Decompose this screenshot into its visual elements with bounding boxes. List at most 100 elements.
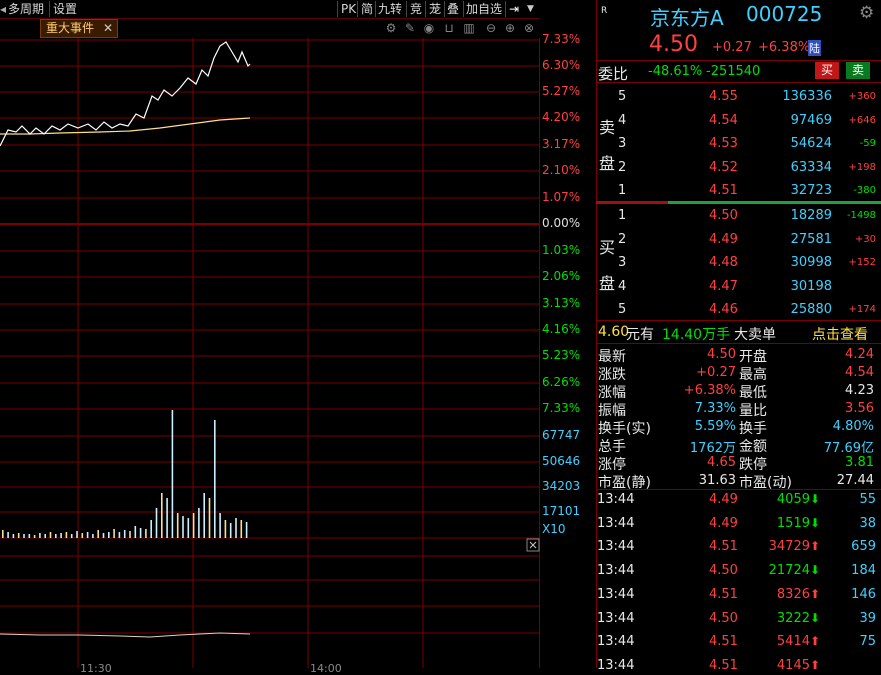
y-axis-pct-label: 7.33%: [542, 401, 581, 415]
arrow-up-icon: ⬆: [810, 586, 821, 601]
stat-value: +0.27: [696, 365, 736, 380]
volume-bar: [171, 410, 174, 538]
tick-time: 13:44: [597, 634, 635, 650]
order-price[interactable]: 4.54: [709, 112, 738, 128]
order-price[interactable]: 4.46: [709, 302, 738, 317]
gear-icon[interactable]: ⚙: [859, 3, 875, 23]
tick-volume: 21724: [768, 563, 810, 579]
pen-icon[interactable]: ✎: [404, 21, 416, 35]
order-volume: 18289: [790, 208, 832, 223]
stat-label: 市盈(动): [739, 475, 792, 491]
sell-side-label-1: 卖: [599, 118, 616, 137]
multi-period-button[interactable]: 多周期: [8, 2, 45, 16]
volume-bar: [235, 518, 237, 538]
order-price[interactable]: 4.52: [709, 159, 738, 175]
tick-volume: 4059: [776, 492, 810, 507]
sub-indicator-line: [0, 632, 251, 638]
sell-side-label-2: 盘: [599, 154, 616, 173]
order-level: 3: [618, 136, 627, 151]
gear-icon[interactable]: ⚙: [385, 21, 397, 35]
quote-panel: R 京东方A 000725 ⚙ 4.50 +0.27 +6.38% 陆 委比 -…: [596, 0, 881, 673]
simple-button[interactable]: 简: [361, 2, 374, 16]
volume-bar: [23, 534, 25, 538]
chevron-down-icon[interactable]: ▼: [527, 4, 534, 14]
nine-turn-button[interactable]: 九转: [378, 2, 403, 16]
stock-code: 000725: [746, 2, 823, 26]
mao-button[interactable]: 茏: [429, 2, 442, 16]
close-icon[interactable]: ✕: [102, 21, 113, 35]
tick-time: 13:44: [597, 539, 635, 555]
volume-bar: [65, 532, 68, 538]
volume-bar: [17, 533, 20, 538]
tick-time: 13:44: [597, 515, 635, 531]
stat-label: 换手(实): [598, 421, 651, 437]
stat-label: 振幅: [598, 403, 626, 419]
stat-value: 5.59%: [694, 419, 736, 434]
zoom-out-icon[interactable]: ⊖: [485, 21, 497, 35]
order-volume: 25880: [790, 302, 832, 317]
weibi-label: 委比: [598, 65, 629, 83]
big-order-price: 4.60: [598, 324, 630, 340]
order-level: 4: [618, 112, 627, 128]
buy-ratio-bar: [668, 201, 881, 204]
order-change: +646: [848, 114, 876, 126]
volume-bar: [161, 493, 163, 538]
trash-icon[interactable]: ▥: [463, 21, 475, 35]
buy-side-label-2: 盘: [599, 274, 616, 293]
order-price[interactable]: 4.53: [709, 136, 738, 151]
stat-label: 最新: [598, 349, 626, 365]
order-level: 2: [618, 159, 627, 175]
stat-value: 31.63: [698, 473, 736, 488]
export-icon[interactable]: ⇥: [509, 2, 520, 16]
major-events-label: 重大事件: [46, 21, 95, 35]
stat-label: 跌停: [739, 457, 767, 473]
major-events-tab[interactable]: 重大事件 ✕: [40, 19, 118, 38]
order-price[interactable]: 4.49: [709, 231, 738, 247]
buy-button[interactable]: 买: [815, 62, 839, 79]
order-price[interactable]: 4.50: [709, 208, 738, 223]
volume-bar: [166, 498, 168, 538]
chart-grid: [0, 38, 540, 668]
order-price[interactable]: 4.55: [709, 89, 738, 104]
sell-button[interactable]: 卖: [846, 62, 870, 79]
volume-bar: [118, 532, 121, 538]
hk-connect-badge: 陆: [808, 40, 821, 56]
volume-bar: [92, 534, 94, 538]
settings-button[interactable]: 设置: [53, 2, 78, 16]
stat-value: 4.54: [845, 365, 874, 380]
tick-price: 4.51: [709, 634, 738, 650]
stat-value: 77.69亿: [823, 441, 874, 456]
volume-bar: [81, 533, 84, 538]
order-volume: 97469: [790, 112, 832, 128]
overlay-button[interactable]: 叠: [447, 2, 460, 16]
tick-price: 4.51: [709, 586, 738, 602]
tick-time: 13:44: [597, 610, 635, 626]
tick-time: 13:44: [597, 657, 635, 673]
y-axis-pct-label: 6.30%: [542, 58, 581, 72]
zoom-in-icon[interactable]: ⊕: [504, 21, 516, 35]
y-axis-pct-label: 5.23%: [542, 348, 581, 362]
volume-bar: [39, 533, 41, 538]
view-details-link[interactable]: 点击查看: [812, 327, 868, 343]
tick-count: 659: [851, 539, 876, 555]
pk-button[interactable]: PK: [341, 2, 357, 16]
basket-icon[interactable]: ⊔: [444, 21, 454, 35]
stat-value: 4.65: [707, 455, 736, 470]
collapse-icon[interactable]: ◂: [0, 2, 7, 16]
x-axis-label-2: 14:00: [310, 662, 342, 675]
eye-icon[interactable]: ◉: [423, 21, 435, 35]
stat-value: 3.56: [845, 401, 874, 416]
stock-name: 京东方A: [650, 6, 724, 30]
close-chart-icon[interactable]: ⊗: [523, 21, 535, 35]
order-price[interactable]: 4.48: [709, 255, 738, 270]
stat-label: 换手: [739, 421, 767, 437]
order-volume: 32723: [790, 183, 832, 198]
order-price[interactable]: 4.51: [709, 183, 738, 198]
order-price[interactable]: 4.47: [709, 278, 738, 294]
intraday-chart[interactable]: [0, 38, 540, 668]
y-axis-volume-label: 17101: [542, 504, 581, 518]
price-change: +0.27: [712, 40, 752, 55]
volume-bar: [49, 532, 52, 538]
auction-button[interactable]: 竞: [410, 2, 423, 16]
add-watchlist-button[interactable]: 加自选: [466, 2, 503, 16]
